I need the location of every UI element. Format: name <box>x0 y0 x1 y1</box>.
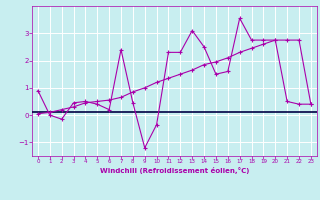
X-axis label: Windchill (Refroidissement éolien,°C): Windchill (Refroidissement éolien,°C) <box>100 167 249 174</box>
